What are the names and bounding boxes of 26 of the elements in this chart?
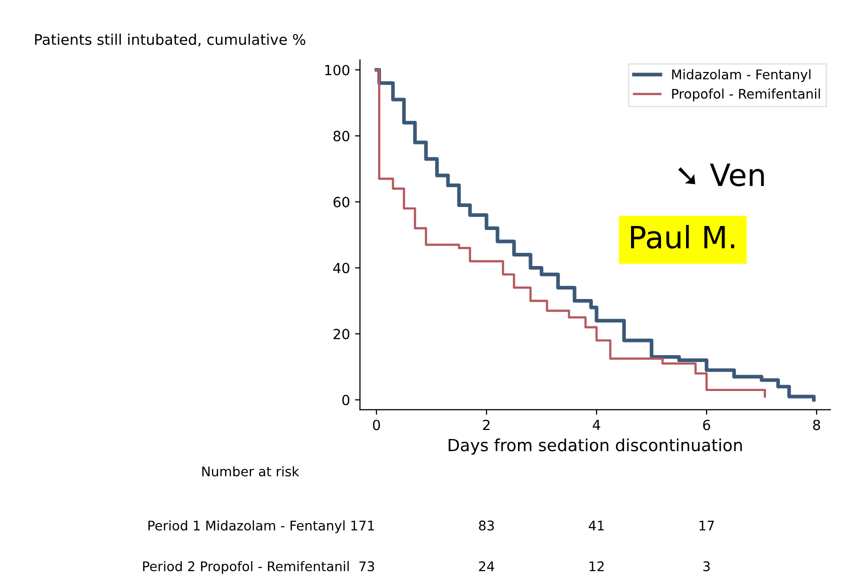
- text: 41: [588, 520, 604, 530]
- y-tick-label: 100: [325, 64, 350, 76]
- x-tick-label: 4: [592, 420, 600, 430]
- legend-label: Propofol - Remifentanil: [672, 88, 820, 102]
- annotation: ➘ Ven: [678, 164, 764, 186]
- annotation: Paul M.: [631, 225, 734, 249]
- text: 12: [590, 561, 604, 572]
- text: Period 2 Propofol - Remifentanil 73: [143, 561, 374, 574]
- x-tick-label: 6: [703, 420, 710, 430]
- x-axis-title: Days from sedation discontinuation: [448, 438, 742, 455]
- x-tick-label: 0: [372, 420, 380, 430]
- text: 3: [703, 561, 710, 572]
- text: Period 1 Midazolam - Fentanyl 171: [148, 520, 374, 534]
- y-tick-label: 0: [342, 394, 350, 406]
- x-tick-label: 2: [483, 420, 490, 430]
- text: 17: [700, 520, 714, 530]
- text: Number at risk: [202, 466, 300, 476]
- x-tick-label: 8: [813, 420, 820, 430]
- y-tick-label: 20: [334, 328, 350, 340]
- text: 24: [479, 561, 494, 572]
- y-tick-label: 40: [333, 262, 350, 274]
- y-tick-label: 60: [334, 196, 350, 208]
- legend-label: Midazolam - Fentanyl: [672, 69, 810, 82]
- text: Patients still intubated, cumulative %: [35, 34, 306, 46]
- text: 83: [479, 520, 494, 531]
- y-tick-label: 80: [334, 130, 350, 142]
